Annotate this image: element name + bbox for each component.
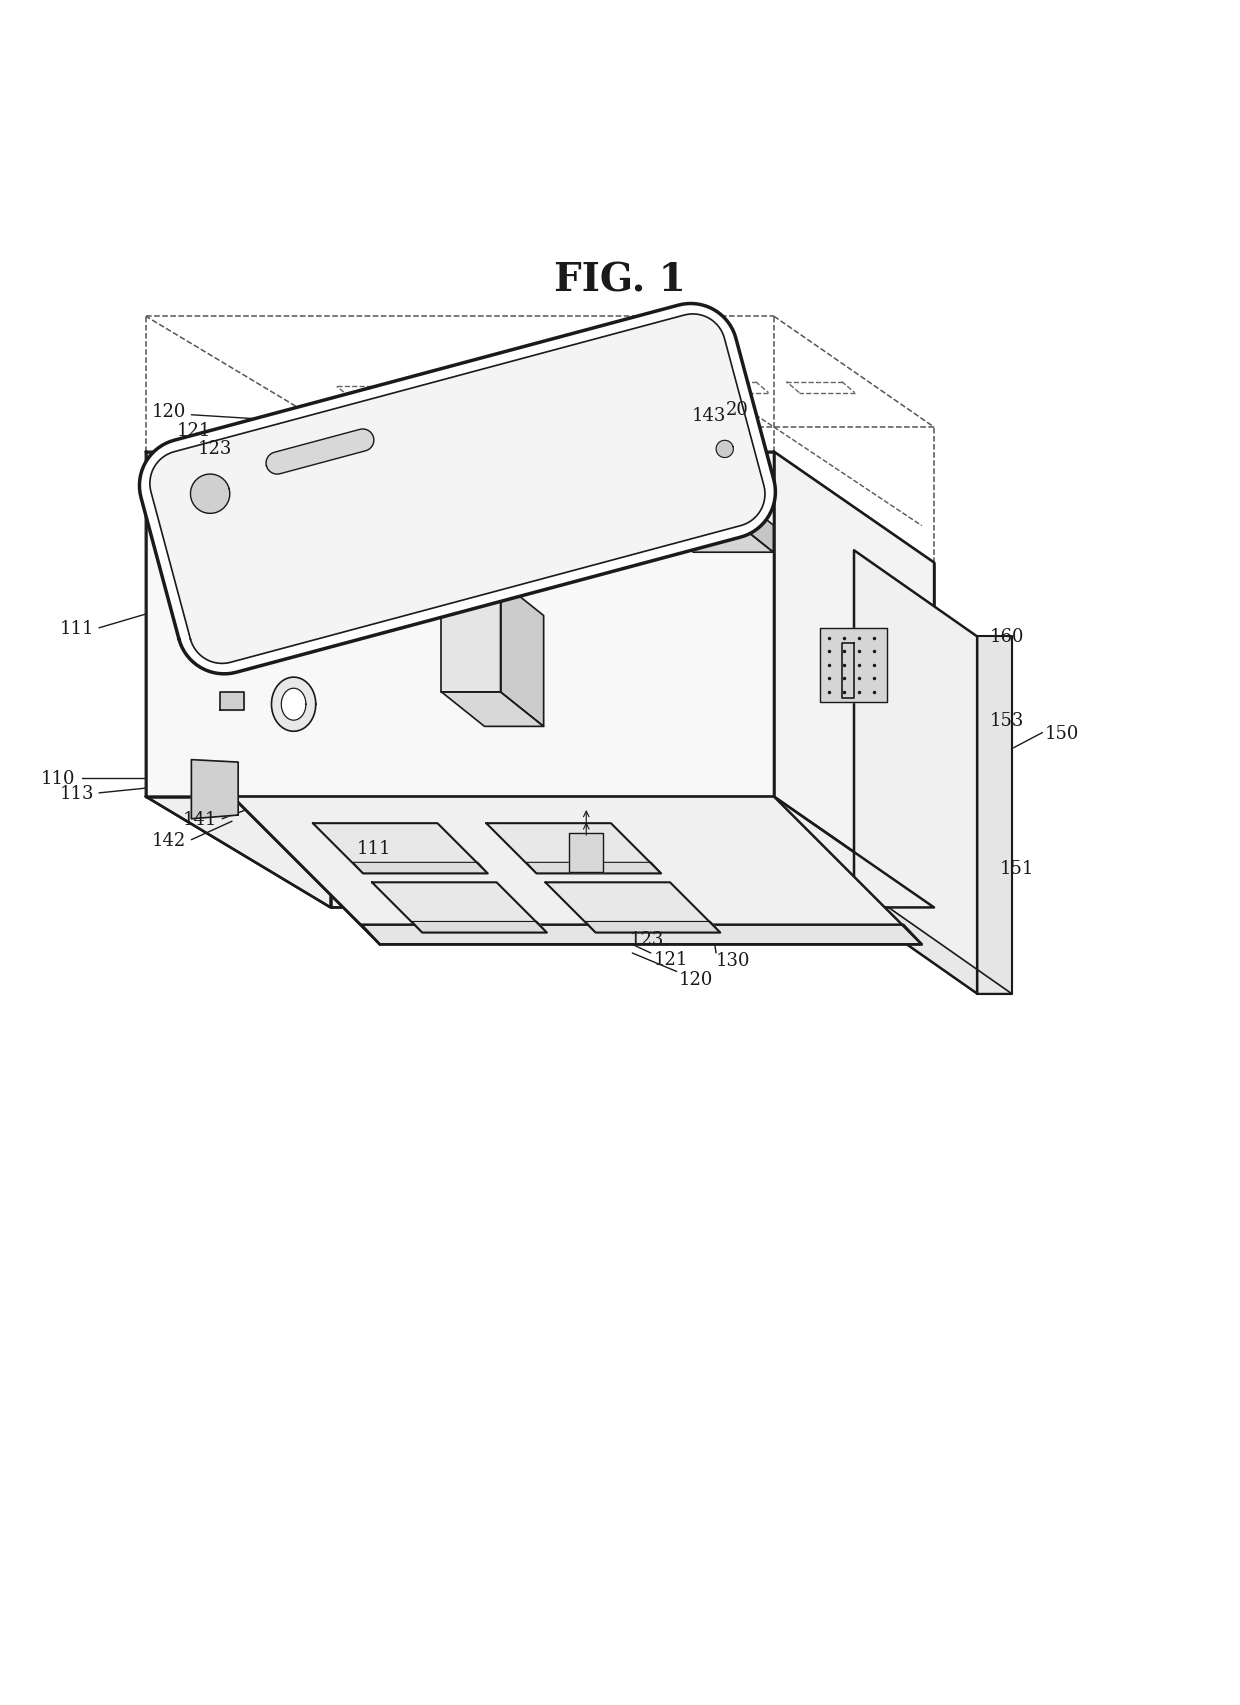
Polygon shape [527, 863, 661, 875]
Text: 130: 130 [715, 951, 750, 970]
Polygon shape [331, 563, 934, 907]
Polygon shape [460, 501, 490, 556]
Polygon shape [186, 631, 283, 658]
Polygon shape [213, 777, 379, 945]
Polygon shape [842, 643, 854, 699]
Polygon shape [585, 922, 720, 933]
Text: 110: 110 [41, 769, 76, 788]
Polygon shape [854, 907, 1012, 994]
Polygon shape [820, 629, 888, 702]
Polygon shape [186, 569, 248, 631]
Text: 160: 160 [990, 627, 1024, 646]
Polygon shape [663, 529, 774, 552]
Polygon shape [501, 581, 543, 726]
Text: 123: 123 [630, 931, 665, 950]
Polygon shape [569, 834, 604, 873]
Text: 111: 111 [356, 841, 391, 858]
Polygon shape [441, 581, 501, 692]
Text: 111: 111 [60, 619, 94, 638]
Polygon shape [191, 760, 238, 820]
Text: 143: 143 [692, 406, 725, 425]
Polygon shape [367, 532, 490, 556]
Text: 121: 121 [653, 951, 688, 968]
Text: 141: 141 [182, 810, 217, 829]
Polygon shape [146, 452, 934, 563]
Text: FIG. 1: FIG. 1 [554, 261, 686, 298]
Polygon shape [413, 922, 547, 933]
Polygon shape [367, 501, 460, 532]
Polygon shape [250, 527, 367, 551]
Polygon shape [219, 692, 244, 711]
Text: 151: 151 [999, 859, 1034, 878]
Text: 150: 150 [1045, 725, 1079, 742]
Polygon shape [546, 883, 720, 933]
Polygon shape [250, 496, 337, 527]
Polygon shape [372, 883, 547, 933]
Polygon shape [139, 303, 775, 675]
Polygon shape [248, 569, 283, 658]
Polygon shape [361, 926, 921, 945]
Polygon shape [312, 824, 487, 875]
Polygon shape [441, 692, 543, 726]
Text: 142: 142 [153, 832, 186, 849]
Polygon shape [774, 452, 934, 907]
Polygon shape [663, 501, 743, 529]
Polygon shape [977, 638, 1012, 994]
Text: 113: 113 [60, 784, 94, 803]
Polygon shape [191, 474, 229, 513]
Polygon shape [564, 529, 675, 552]
Text: 123: 123 [197, 440, 232, 457]
Text: 120: 120 [680, 970, 713, 989]
Polygon shape [854, 551, 977, 994]
Text: 121: 121 [177, 421, 211, 440]
Polygon shape [337, 496, 367, 551]
Polygon shape [146, 452, 774, 798]
Polygon shape [146, 452, 331, 907]
Polygon shape [486, 824, 661, 875]
Polygon shape [743, 501, 774, 552]
Polygon shape [272, 677, 316, 731]
Polygon shape [267, 430, 373, 474]
Polygon shape [353, 863, 487, 875]
Text: 153: 153 [990, 711, 1024, 730]
Polygon shape [232, 798, 921, 945]
Polygon shape [564, 501, 645, 529]
Text: 20: 20 [725, 401, 749, 418]
Text: 120: 120 [153, 402, 186, 421]
Polygon shape [150, 315, 765, 663]
Polygon shape [281, 689, 306, 721]
Polygon shape [717, 442, 733, 459]
Polygon shape [645, 501, 675, 552]
